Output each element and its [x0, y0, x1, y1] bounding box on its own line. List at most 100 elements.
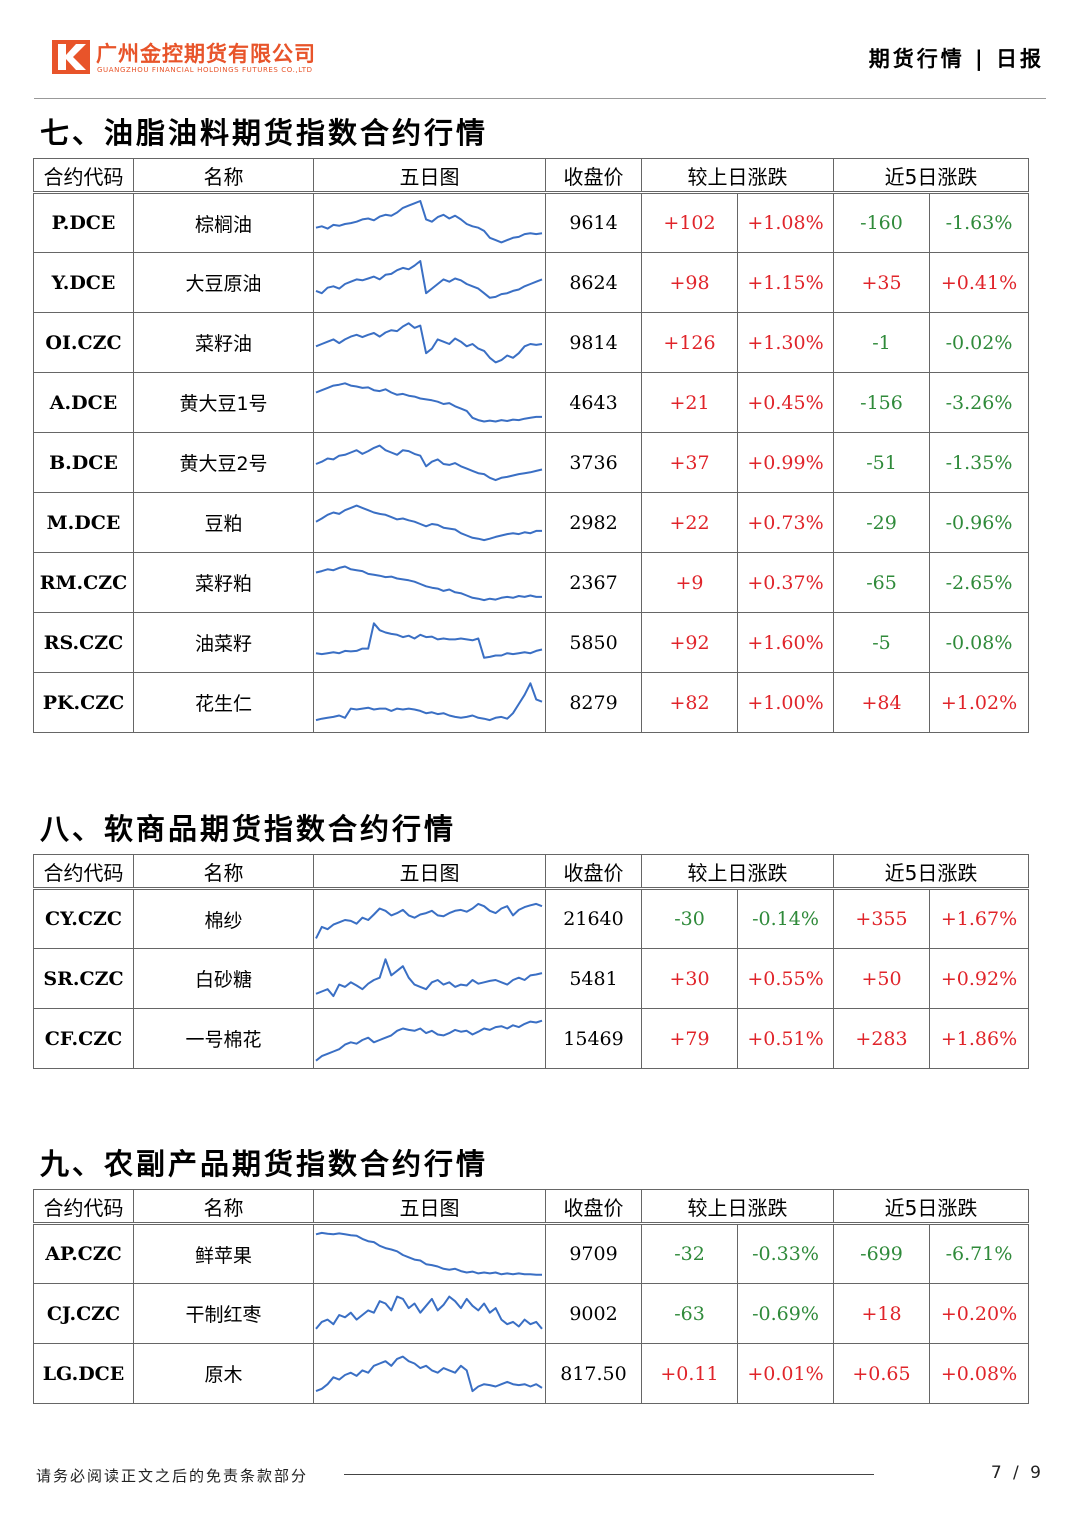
sparkline-series: [315, 1231, 542, 1276]
close-price: 2367: [545, 552, 642, 613]
sparkline-series: [315, 1295, 543, 1329]
contract-name: 花生仁: [133, 672, 314, 733]
contract-code: Y.DCE: [33, 252, 134, 313]
contract-code: RM.CZC: [33, 552, 134, 613]
contract-code: CJ.CZC: [33, 1283, 134, 1344]
day-change-value: +37: [641, 432, 738, 493]
table-header-row: 合约代码 名称 五日图 收盘价 较上日涨跌 近5日涨跌: [33, 854, 1030, 890]
page-number: 7 / 9: [990, 1463, 1044, 1483]
five-day-change-value: -156: [833, 372, 930, 433]
five-day-sparkline: [315, 621, 543, 659]
column-header-chart: 五日图: [313, 854, 546, 890]
close-price: 15469: [545, 1008, 642, 1069]
day-change-value: +102: [641, 192, 738, 253]
table-row: Y.DCE 大豆原油 8624 +98 +1.15% +35 +0.41%: [33, 252, 1030, 313]
five-day-change-percent: -3.26%: [928, 372, 1030, 433]
column-header-close: 收盘价: [545, 158, 642, 194]
five-day-chart: [313, 552, 546, 613]
table-row: LG.DCE 原木 817.50 +0.11 +0.01% +0.65 +0.08%: [33, 1343, 1030, 1404]
sparkline-series: [315, 681, 543, 721]
day-change-percent: +0.73%: [737, 492, 834, 553]
sparkline-series: [315, 565, 542, 601]
five-day-change-value: +18: [833, 1283, 930, 1344]
five-day-change-value: -160: [833, 192, 930, 253]
day-change-percent: +1.15%: [737, 252, 834, 313]
five-day-change-value: -5: [833, 612, 930, 673]
five-day-change-value: -51: [833, 432, 930, 493]
five-day-sparkline: [315, 259, 543, 299]
five-day-chart: [313, 192, 546, 253]
five-day-sparkline: [315, 200, 543, 244]
five-day-change-percent: +0.20%: [928, 1283, 1030, 1344]
close-price: 5850: [545, 612, 642, 673]
day-change-percent: +0.01%: [737, 1343, 834, 1404]
table-row: PK.CZC 花生仁 8279 +82 +1.00% +84 +1.02%: [33, 672, 1030, 733]
five-day-sparkline: [315, 681, 543, 721]
header-divider: [34, 98, 1046, 99]
day-change-value: +82: [641, 672, 738, 733]
column-header-code: 合约代码: [33, 854, 134, 890]
contract-name: 鲜苹果: [133, 1223, 314, 1284]
table-row: A.DCE 黄大豆1号 4643 +21 +0.45% -156 -3.26%: [33, 372, 1030, 433]
close-price: 9814: [545, 312, 642, 373]
quote-table: 合约代码 名称 五日图 收盘价 较上日涨跌 近5日涨跌 P.DCE 棕榈油 9614 +102 +1…: [33, 158, 1030, 733]
five-day-sparkline: [315, 1355, 543, 1392]
sparkline-series: [315, 902, 543, 939]
day-change-value: +22: [641, 492, 738, 553]
sparkline-series: [315, 259, 543, 299]
close-price: 817.50: [545, 1343, 642, 1404]
table-row: AP.CZC 鲜苹果 9709 -32 -0.33% -699 -6.71%: [33, 1223, 1030, 1284]
day-change-value: +21: [641, 372, 738, 433]
table-row: M.DCE 豆粕 2982 +22 +0.73% -29 -0.96%: [33, 492, 1030, 553]
table-row: B.DCE 黄大豆2号 3736 +37 +0.99% -51 -1.35%: [33, 432, 1030, 493]
day-change-percent: +1.00%: [737, 672, 834, 733]
column-header-close: 收盘价: [545, 1189, 642, 1225]
sparkline-series: [315, 621, 543, 659]
five-day-chart: [313, 888, 546, 949]
day-change-percent: +0.55%: [737, 948, 834, 1009]
contract-code: LG.DCE: [33, 1343, 134, 1404]
column-header-close: 收盘价: [545, 854, 642, 890]
five-day-change-percent: -1.35%: [928, 432, 1030, 493]
day-change-percent: -0.33%: [737, 1223, 834, 1284]
contract-name: 豆粕: [133, 492, 314, 553]
five-day-sparkline: [315, 504, 542, 541]
day-change-value: +126: [641, 312, 738, 373]
close-price: 8624: [545, 252, 642, 313]
five-day-chart: [313, 612, 546, 673]
five-day-change-percent: -1.63%: [928, 192, 1030, 253]
day-change-value: +0.11: [641, 1343, 738, 1404]
five-day-chart: [313, 252, 546, 313]
five-day-change-percent: +0.92%: [928, 948, 1030, 1009]
contract-name: 油菜籽: [133, 612, 314, 673]
contract-code: A.DCE: [33, 372, 134, 433]
five-day-sparkline: [315, 1295, 543, 1329]
contract-name: 原木: [133, 1343, 314, 1404]
day-change-value: +92: [641, 612, 738, 673]
five-day-sparkline: [315, 321, 543, 363]
contract-code: M.DCE: [33, 492, 134, 553]
day-change-percent: +1.08%: [737, 192, 834, 253]
contract-name: 棉纱: [133, 888, 314, 949]
day-change-value: +79: [641, 1008, 738, 1069]
contract-name: 棕榈油: [133, 192, 314, 253]
contract-name: 干制红枣: [133, 1283, 314, 1344]
five-day-change-value: +35: [833, 252, 930, 313]
close-price: 9002: [545, 1283, 642, 1344]
column-header-five-day-change: 近5日涨跌: [832, 158, 1030, 194]
column-header-code: 合约代码: [33, 158, 134, 194]
five-day-sparkline: [315, 565, 542, 601]
close-price: 9614: [545, 192, 642, 253]
day-change-percent: +1.60%: [737, 612, 834, 673]
close-price: 2982: [545, 492, 642, 553]
contract-name: 黄大豆2号: [133, 432, 314, 493]
day-change-value: -30: [641, 888, 738, 949]
table-header-row: 合约代码 名称 五日图 收盘价 较上日涨跌 近5日涨跌: [33, 158, 1030, 194]
contract-name: 白砂糖: [133, 948, 314, 1009]
five-day-chart: [313, 492, 546, 553]
column-header-chart: 五日图: [313, 1189, 546, 1225]
contract-code: OI.CZC: [33, 312, 134, 373]
close-price: 9709: [545, 1223, 642, 1284]
five-day-change-value: +283: [833, 1008, 930, 1069]
day-change-percent: +0.51%: [737, 1008, 834, 1069]
